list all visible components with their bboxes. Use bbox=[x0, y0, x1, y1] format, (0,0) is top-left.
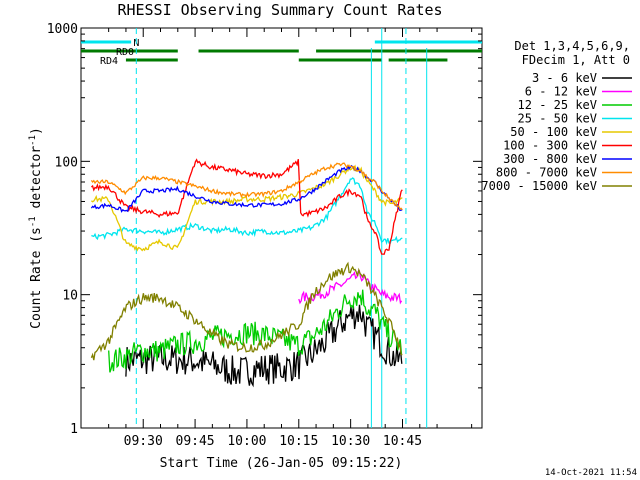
legend-label: 300 - 800 keV bbox=[503, 152, 597, 166]
footer-timestamp: 14-Oct-2021 11:54 bbox=[545, 468, 637, 478]
series-line bbox=[90, 158, 403, 255]
series-line bbox=[90, 261, 403, 361]
x-tick-label: 09:45 bbox=[176, 434, 215, 449]
legend-label: 25 - 50 keV bbox=[518, 112, 597, 126]
legend-label: 7000 - 15000 keV bbox=[481, 179, 597, 193]
series-line bbox=[298, 269, 403, 305]
series-line bbox=[90, 164, 403, 213]
series-line bbox=[125, 304, 403, 388]
x-tick-label: 10:15 bbox=[279, 434, 318, 449]
flag-bars: NRD0RD4 bbox=[81, 38, 482, 67]
y-label-main: Count Rate (s bbox=[29, 227, 44, 329]
flag-label: RD0 bbox=[116, 47, 134, 58]
legend-header-line-1: Det 1,3,4,5,6,9, bbox=[514, 39, 630, 53]
legend-label: 3 - 6 keV bbox=[532, 71, 597, 85]
series-line bbox=[108, 289, 403, 373]
y-tick-label: 10 bbox=[62, 289, 78, 304]
legend-label: 6 - 12 keV bbox=[525, 85, 597, 99]
x-axis-label: Start Time (26-Jan-05 09:15:22) bbox=[160, 456, 403, 471]
legend-label: 100 - 300 keV bbox=[503, 139, 597, 153]
x-tick-label: 10:45 bbox=[383, 434, 422, 449]
series-line bbox=[91, 163, 403, 252]
series-line bbox=[91, 177, 403, 246]
y-tick-label: 100 bbox=[55, 155, 78, 170]
series-line bbox=[90, 162, 403, 211]
x-tick-label: 10:00 bbox=[227, 434, 266, 449]
y-tick-label: 1 bbox=[70, 422, 78, 437]
x-tick-label: 09:30 bbox=[124, 434, 163, 449]
axis-ticks: 1 10 100 1000 09:30 09:45 10:00 10:15 10:30 10:45 bbox=[47, 22, 482, 449]
y-label-sup1: -1 bbox=[28, 216, 38, 227]
y-axis-label: Count Rate (s-1 detector-1) bbox=[28, 127, 44, 329]
x-tick-label: 10:30 bbox=[331, 434, 370, 449]
legend-label: 800 - 7000 keV bbox=[496, 166, 597, 180]
y-label-sup2: -1 bbox=[28, 135, 38, 146]
flag-label: RD4 bbox=[100, 56, 118, 67]
legend-label: 50 - 100 keV bbox=[510, 125, 597, 139]
legend-header-line-2: FDecim 1, Att 0 bbox=[522, 53, 630, 67]
series-lines bbox=[90, 158, 403, 388]
legend-label: 12 - 25 keV bbox=[518, 98, 597, 112]
chart-title: RHESSI Observing Summary Count Rates bbox=[117, 1, 442, 19]
y-tick-label: 1000 bbox=[47, 22, 78, 37]
y-label-end: ) bbox=[29, 127, 44, 135]
y-label-mid: detector bbox=[29, 146, 44, 217]
